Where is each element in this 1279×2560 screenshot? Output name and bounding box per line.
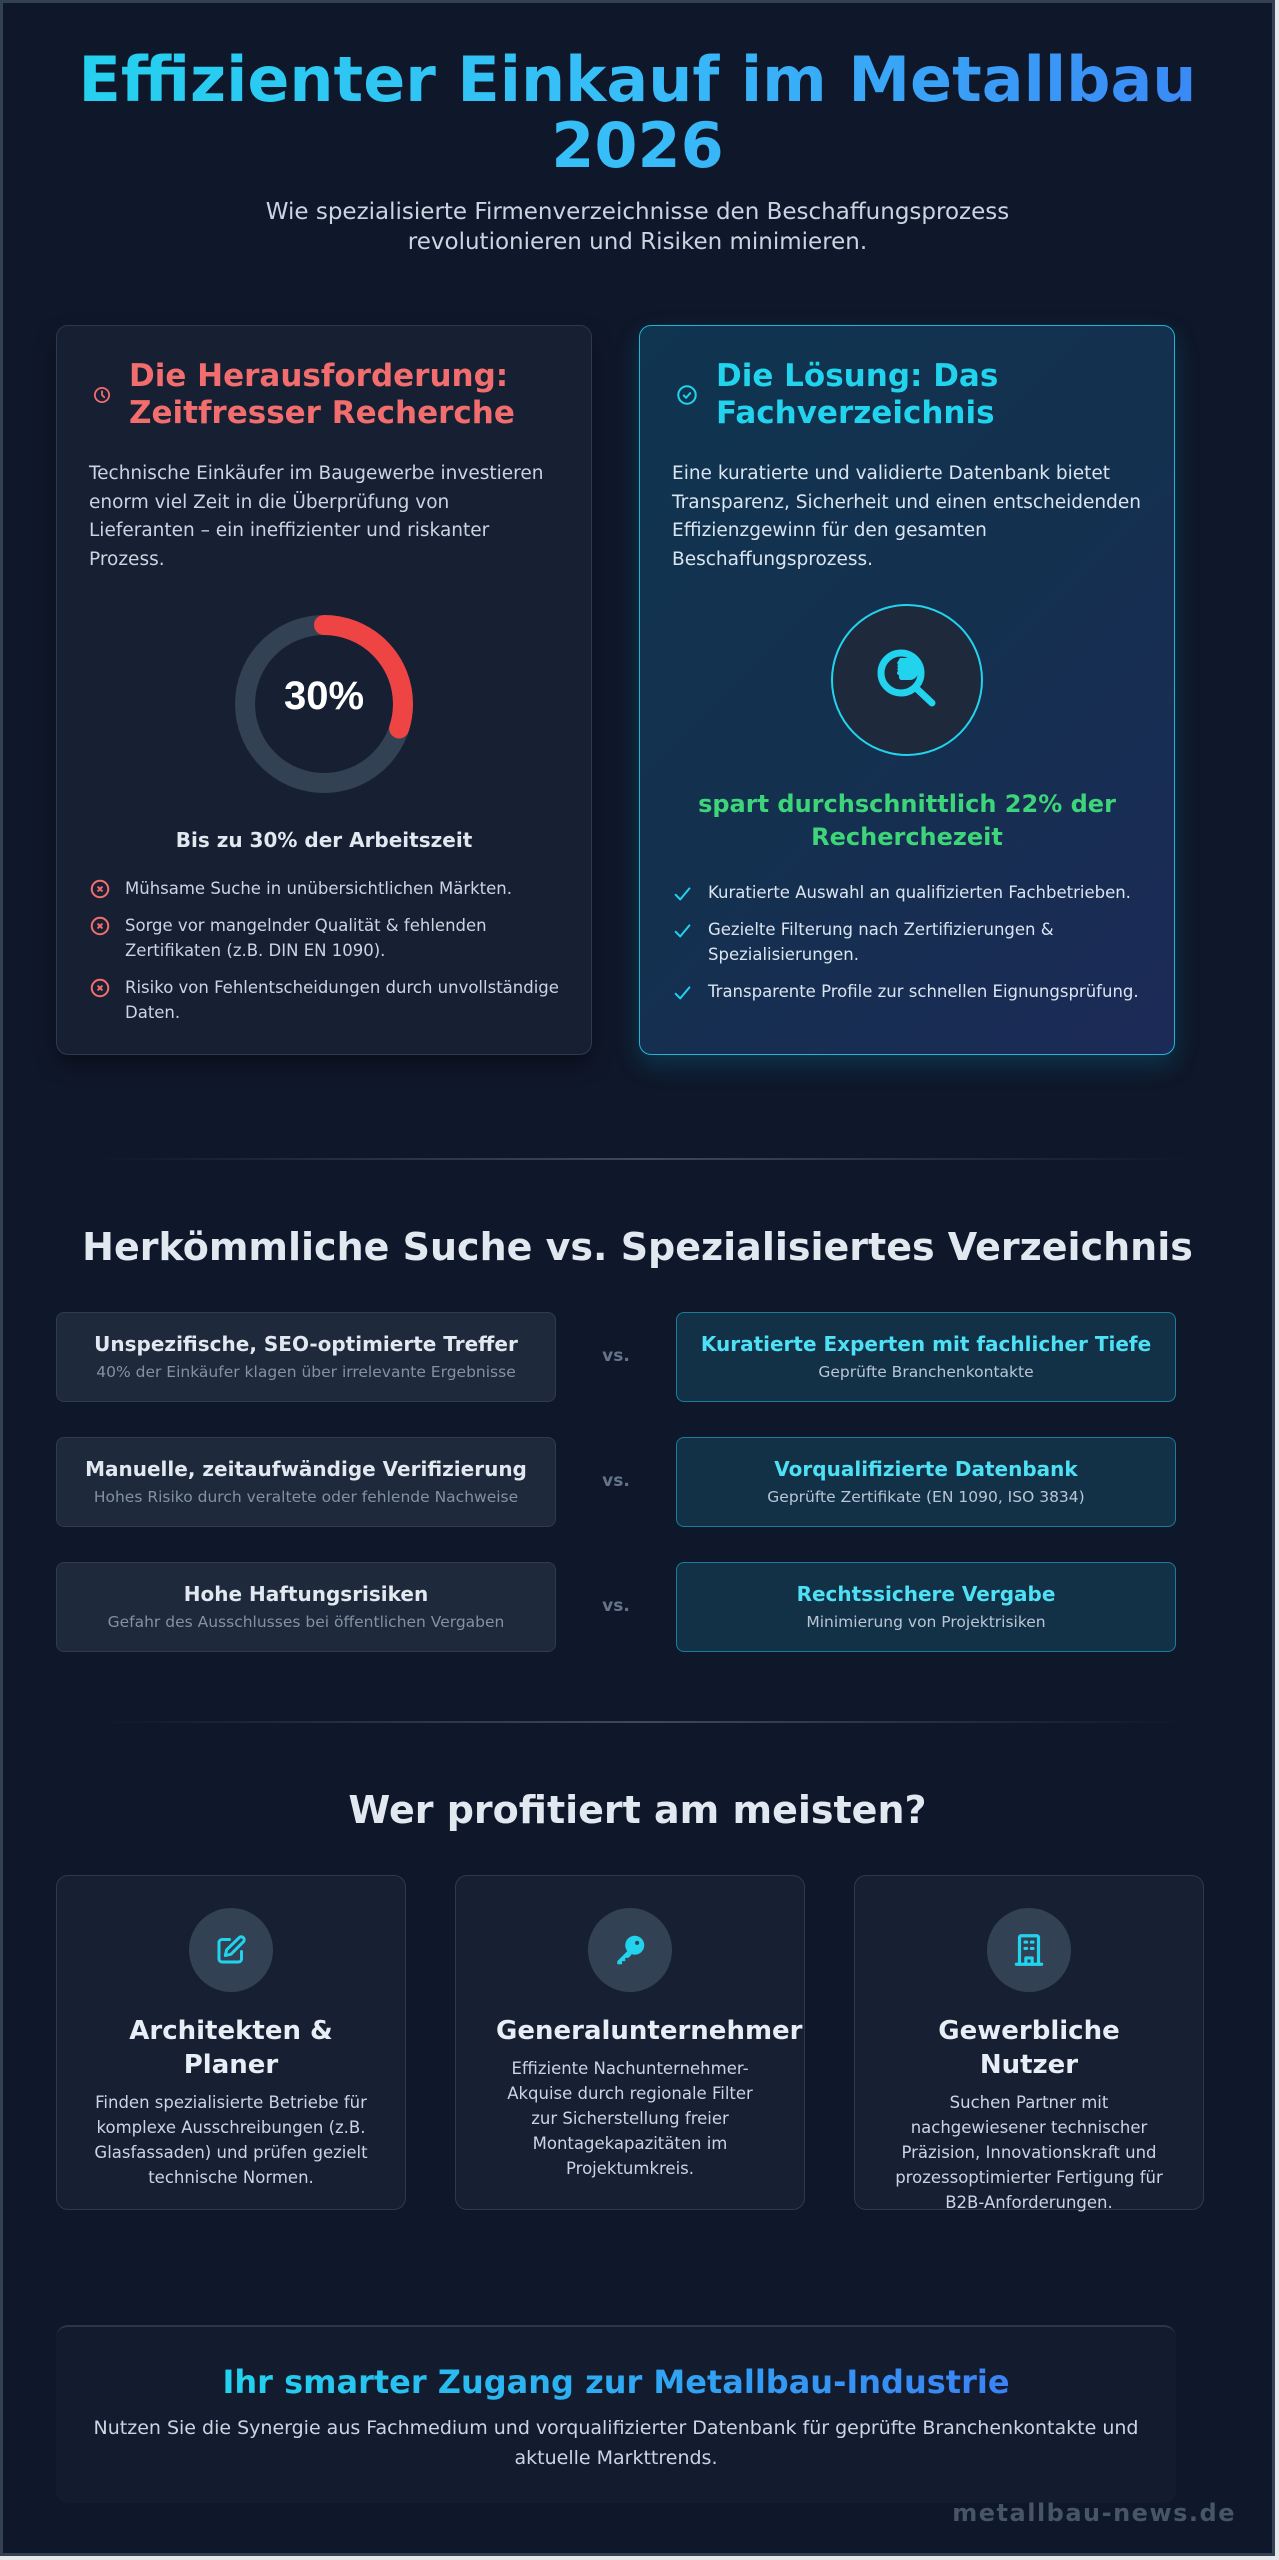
directory-sub-text: Minimierung von Projektrisiken: [806, 1613, 1046, 1631]
solution-item-text: Gezielte Filterung nach Zertifizierungen…: [708, 920, 1054, 964]
problem-item-text: Mühsame Suche in unübersichtlichen Märkt…: [125, 879, 512, 898]
search-icon: [877, 649, 936, 707]
solution-list-item: Transparente Profile zur schnellen Eignu…: [672, 979, 1142, 1004]
problem-list-item: Risiko von Fehlentscheidungen durch unvo…: [89, 975, 559, 1025]
key-icon-badge: [588, 1908, 672, 1992]
traditional-sub-text: Gefahr des Ausschlusses bei öffentlichen…: [107, 1613, 505, 1631]
directory-box: Rechtssichere Vergabe Minimierung von Pr…: [676, 1562, 1176, 1652]
benefit-title: Architekten & Planer: [129, 2016, 333, 2080]
traditional-main-text: Manuelle, zeitaufwändige Verifizierung: [85, 1457, 527, 1481]
solution-item-text: Kuratierte Auswahl an qualifizierten Fac…: [708, 883, 1131, 902]
checkmark-icon: [674, 924, 691, 938]
benefit-card-commercial-users: Gewerbliche Nutzer Suchen Partner mit na…: [854, 1875, 1204, 2212]
solution-list-item: Kuratierte Auswahl an qualifizierten Fac…: [672, 880, 1142, 905]
checkmark-icon: [674, 986, 691, 1000]
solution-list-item: Gezielte Filterung nach Zertifizierungen…: [672, 917, 1142, 967]
benefit-text: Finden spezialisierte Betriebe für kompl…: [94, 2093, 368, 2187]
section-divider: [93, 1158, 1193, 1160]
directory-sub-text: Geprüfte Zertifikate (EN 1090, ISO 3834): [767, 1488, 1085, 1506]
x-circle-icon: [90, 916, 110, 936]
directory-main-text: Rechtssichere Vergabe: [796, 1582, 1056, 1606]
x-circle-icon: [90, 978, 110, 998]
solution-item-text: Transparente Profile zur schnellen Eignu…: [708, 982, 1139, 1001]
directory-box: Vorqualifizierte Datenbank Geprüfte Zert…: [676, 1437, 1176, 1527]
directory-box: Kuratierte Experten mit fachlicher Tiefe…: [676, 1312, 1176, 1402]
check-circle-icon: [677, 385, 697, 405]
problem-card-header: Die Herausforderung: Zeitfresser Recherc…: [89, 358, 559, 432]
comparison-row: Manuelle, zeitaufwändige Verifizierung H…: [56, 1437, 1176, 1527]
cta-box: Ihr smarter Zugang zur Metallbau-Industr…: [56, 2325, 1176, 2503]
search-icon-badge: [831, 604, 983, 756]
solution-card: Die Lösung: Das Fachverzeichnis Eine kur…: [639, 325, 1175, 1055]
page-subtitle: Wie spezialisierte Firmenverzeichnisse d…: [265, 199, 1010, 255]
checkmark-icon: [674, 887, 691, 901]
comparison-title: Herkömmliche Suche vs. Spezialisiertes V…: [82, 1225, 1193, 1269]
problem-list-item: Sorge vor mangelnder Qualität & fehlende…: [89, 913, 559, 963]
vs-label: vs.: [602, 1471, 630, 1491]
cta-title: Ihr smarter Zugang zur Metallbau-Industr…: [222, 2363, 1010, 2401]
section-divider: [93, 1721, 1193, 1723]
benefit-title: Generalunternehmer: [496, 2016, 803, 2046]
edit-icon: [217, 1935, 246, 1964]
donut-svg: [235, 615, 413, 793]
solution-list: Kuratierte Auswahl an qualifizierten Fac…: [672, 880, 1142, 1004]
traditional-search-box: Manuelle, zeitaufwändige Verifizierung H…: [56, 1437, 556, 1527]
directory-main-text: Vorqualifizierte Datenbank: [774, 1457, 1078, 1481]
cta-text: Nutzen Sie die Synergie aus Fachmedium u…: [93, 2417, 1139, 2469]
solution-title: Die Lösung: Das Fachverzeichnis: [716, 358, 999, 431]
donut-arc-30: [235, 615, 413, 793]
vs-label: vs.: [602, 1346, 630, 1366]
header: Effizienter Einkauf im Metallbau 2026 Wi…: [3, 47, 1272, 257]
footer-brand: metallbau-news.de: [952, 2499, 1236, 2527]
building-icon-badge: [987, 1908, 1071, 1992]
building-icon: [1014, 1934, 1044, 1966]
traditional-sub-text: Hohes Risiko durch veraltete oder fehlen…: [93, 1488, 519, 1506]
page-title: Effizienter Einkauf im Metallbau 2026: [3, 47, 1272, 179]
problem-list: Mühsame Suche in unübersichtlichen Märkt…: [89, 876, 559, 1025]
solution-text: Eine kuratierte und validierte Datenbank…: [672, 463, 1141, 570]
problem-card: Die Herausforderung: Zeitfresser Recherc…: [56, 325, 592, 1055]
traditional-sub-text: 40% der Einkäufer klagen über irrelevant…: [96, 1363, 516, 1381]
clock-icon: [93, 386, 111, 404]
problem-item-text: Sorge vor mangelnder Qualität & fehlende…: [125, 916, 487, 960]
time-donut-chart: 30%: [234, 614, 414, 794]
savings-stat: spart durchschnittlich 22% der Recherche…: [698, 790, 1116, 851]
benefit-text: Suchen Partner mit nachgewiesener techni…: [895, 2093, 1163, 2212]
traditional-main-text: Hohe Haftungsrisiken: [183, 1582, 429, 1606]
benefit-title: Gewerbliche Nutzer: [938, 2016, 1120, 2080]
benefits-title: Wer profitiert am meisten?: [348, 1788, 927, 1832]
problem-title: Die Herausforderung: Zeitfresser Recherc…: [129, 358, 515, 431]
problem-item-text: Risiko von Fehlentscheidungen durch unvo…: [125, 978, 559, 1022]
benefit-text: Effiziente Nachunternehmer-Akquise durch…: [507, 2059, 753, 2178]
donut-caption: Bis zu 30% der Arbeitszeit: [175, 828, 473, 852]
benefit-card-general-contractors: Generalunternehmer Effiziente Nachuntern…: [455, 1875, 805, 2210]
traditional-search-box: Hohe Haftungsrisiken Gefahr des Ausschlu…: [56, 1562, 556, 1652]
problem-text: Technische Einkäufer im Baugewerbe inves…: [89, 463, 544, 570]
comparison-row: Unspezifische, SEO-optimierte Treffer 40…: [56, 1312, 1176, 1402]
comparison-row: Hohe Haftungsrisiken Gefahr des Ausschlu…: [56, 1562, 1176, 1652]
x-circle-icon: [90, 879, 110, 899]
traditional-main-text: Unspezifische, SEO-optimierte Treffer: [94, 1332, 518, 1356]
vs-label: vs.: [602, 1596, 630, 1616]
problem-list-item: Mühsame Suche in unübersichtlichen Märkt…: [89, 876, 559, 901]
traditional-search-box: Unspezifische, SEO-optimierte Treffer 40…: [56, 1312, 556, 1402]
key-icon: [617, 1935, 645, 1965]
benefit-card-architects: Architekten & Planer Finden spezialisier…: [56, 1875, 406, 2210]
solution-card-header: Die Lösung: Das Fachverzeichnis: [672, 358, 1142, 432]
edit-icon-badge: [189, 1908, 273, 1992]
directory-main-text: Kuratierte Experten mit fachlicher Tiefe: [700, 1332, 1152, 1356]
donut-center-label: 30%: [283, 674, 365, 718]
directory-sub-text: Geprüfte Branchenkontakte: [818, 1363, 1034, 1381]
